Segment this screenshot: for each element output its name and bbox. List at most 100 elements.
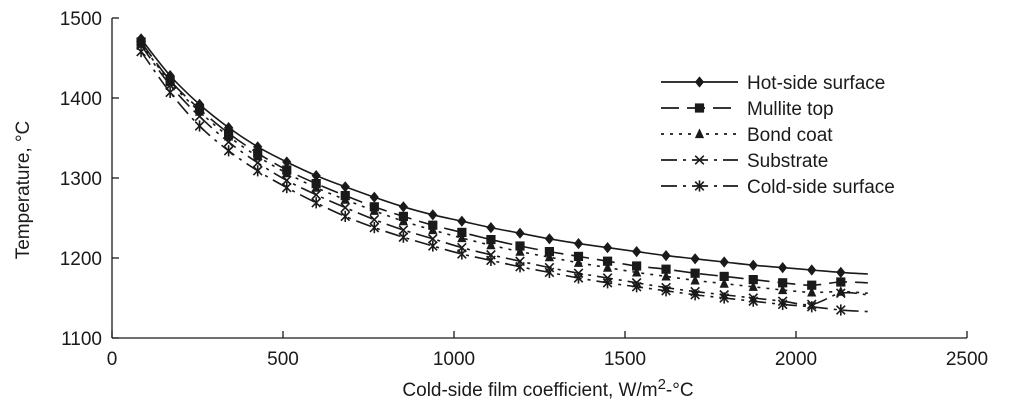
data-point [223,137,234,147]
data-point [778,278,788,288]
data-point [282,167,292,178]
data-point [719,271,729,281]
data-point [428,209,438,221]
legend-label: Cold-side surface [747,177,895,198]
x-axis-title-suffix: -°C [666,380,694,401]
data-point [748,275,758,285]
data-point [748,281,758,291]
data-point [515,246,525,256]
data-point [194,111,205,122]
data-point [486,239,496,250]
data-point [806,301,817,313]
data-point [573,251,584,261]
data-point [690,253,700,265]
legend-label: Hot-side surface [747,73,885,94]
data-point [253,150,263,161]
data-point [340,181,350,193]
data-point [515,227,525,239]
data-point [748,259,758,271]
data-point [694,76,705,88]
legend-label: Bond coat [747,125,833,146]
x-tick-label: 500 [267,349,299,370]
data-point [690,289,700,301]
data-point [457,215,467,227]
data-point [632,266,642,277]
data-point [544,233,555,245]
data-point [835,304,846,316]
series-bond-coat [136,38,868,297]
data-point [661,270,671,281]
data-point [748,295,759,307]
legend-item: Substrate [661,151,828,172]
data-point [602,242,613,254]
series-line [140,51,868,313]
data-point [340,202,351,213]
y-tick-label: 1200 [60,249,102,270]
data-point [661,285,671,297]
y-tick-label: 1500 [60,9,102,30]
data-point [369,191,379,203]
data-point [281,175,292,186]
data-point [136,38,146,48]
data-point [544,251,555,262]
data-point [281,182,292,194]
data-point [224,130,234,141]
data-point [369,222,380,234]
data-point [515,261,525,273]
data-point [544,266,555,278]
data-point [807,280,817,290]
data-point [631,281,642,293]
data-point [136,46,146,58]
data-point [223,145,234,157]
data-point [544,247,555,257]
data-point [165,86,176,98]
y-tick-label: 1100 [61,329,102,350]
data-point [836,277,846,287]
x-axis-title-main: Cold-side film coefficient, W/m [402,380,657,401]
data-point [194,120,205,132]
data-point [486,222,496,234]
data-point [602,262,613,272]
x-axis-title-superscript: 2 [658,376,666,393]
data-point [719,256,729,268]
legend-item: Mullite top [661,99,834,120]
data-point [694,155,705,165]
data-point [252,157,263,168]
legend-label: Mullite top [747,99,834,120]
data-point [632,246,642,258]
x-axis-ticks: 0 500 1000 1500 2000 2500 [107,331,988,370]
data-point [719,292,730,304]
data-point [807,264,817,276]
data-point [661,264,671,274]
x-tick-label: 2000 [775,349,817,370]
data-point [573,238,584,250]
data-point [311,189,322,200]
data-point [340,210,351,222]
data-point [836,266,846,278]
data-point [340,194,350,204]
data-point [398,225,409,235]
legend-item: Bond coat [661,125,833,146]
x-tick-label: 1000 [433,349,475,370]
data-point [777,298,788,310]
data-point [602,256,613,266]
data-point [778,284,788,295]
data-point [690,274,700,285]
data-point [457,232,467,243]
data-point [457,248,467,260]
data-point [835,288,846,299]
data-point [661,250,671,262]
data-point [602,277,613,289]
data-point [282,156,292,168]
data-point [428,224,438,235]
y-axis-ticks: 1100 1200 1300 1400 1500 [60,9,119,350]
data-point [427,240,438,252]
plot-area: 0 500 1000 1500 2000 2500 1100 1200 1300 1400 150… [60,9,988,370]
x-tick-label: 1500 [604,349,646,370]
legend: Hot-side surface Mullite top Bond coat Subs… [661,73,895,198]
data-point [778,262,788,274]
series-layer [136,33,868,316]
series-hot-side-surface [136,33,868,278]
